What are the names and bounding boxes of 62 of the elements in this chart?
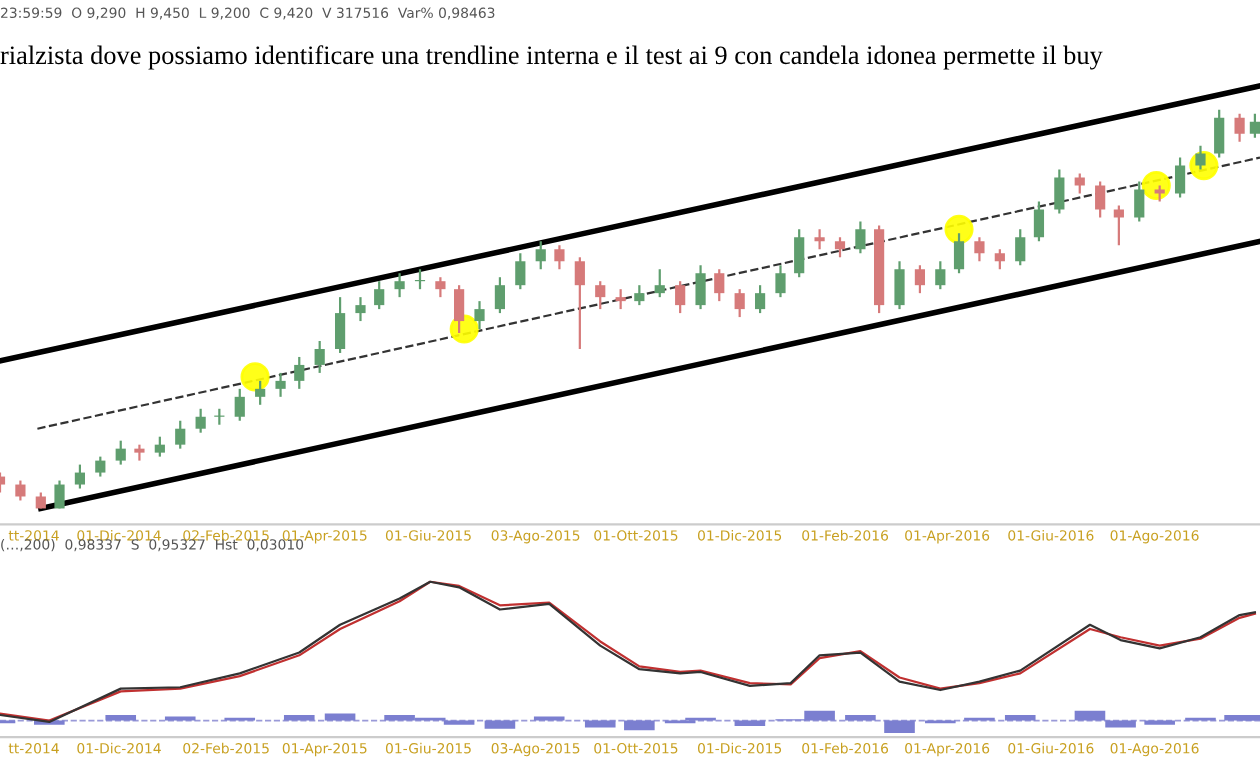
candlestick (775, 264, 786, 299)
candlestick (234, 387, 245, 422)
candlestick (474, 300, 485, 331)
candlestick (334, 296, 346, 355)
candlestick (294, 355, 305, 390)
candlestick (15, 479, 26, 502)
candlestick (714, 268, 725, 303)
candlestick (1074, 172, 1085, 195)
point (1141, 170, 1171, 201)
candlestick (1113, 204, 1124, 247)
candlestick (374, 280, 385, 311)
candlestick (154, 435, 165, 458)
candlestick (935, 260, 946, 291)
candlestick (1015, 228, 1026, 267)
candlestick (175, 419, 186, 450)
chart-title: rialzista dove possiamo identificare una trendline interna e il test ai 9 con candela idonea permette il buy (0, 45, 1103, 70)
candlestick (454, 284, 465, 335)
candlestick (134, 443, 145, 462)
candlestick (754, 284, 766, 315)
point (944, 214, 974, 244)
candlestick (515, 252, 526, 291)
candlestick (435, 276, 446, 299)
candlestick (695, 264, 706, 311)
candlestick (1249, 112, 1260, 139)
candlestick (994, 248, 1005, 271)
candlestick (355, 296, 366, 323)
candlestick (574, 256, 585, 351)
candlestick (634, 284, 645, 307)
candlestick (115, 439, 126, 466)
candlestick (1195, 144, 1206, 171)
candlestick (595, 280, 606, 311)
candlestick (654, 268, 665, 299)
candlestick (314, 339, 325, 375)
candlestick (275, 371, 286, 398)
candlestick (1054, 168, 1065, 215)
point (240, 362, 270, 392)
candlestick (794, 228, 805, 279)
candlestick (1174, 156, 1186, 199)
candlestick (1214, 108, 1225, 159)
candlestick (734, 288, 745, 319)
candlestick (914, 264, 926, 295)
candlestick (54, 479, 65, 510)
candlestick (195, 407, 206, 434)
candlestick (394, 272, 405, 299)
candlestick (1134, 180, 1145, 223)
candlestick (95, 455, 106, 478)
candlestick (615, 288, 626, 311)
candlestick (953, 232, 965, 275)
candlestick (494, 276, 506, 315)
candlestick (1033, 200, 1045, 243)
candlestick (535, 240, 546, 271)
candlestick (814, 228, 825, 251)
candlestick (255, 379, 266, 406)
candlestick (74, 463, 86, 490)
candlestick (894, 260, 905, 311)
candlestick (1234, 112, 1245, 143)
candlestick (554, 244, 565, 271)
candlestick (855, 220, 866, 255)
candlestick (834, 236, 846, 259)
candlestick (974, 236, 985, 263)
candlestick (675, 280, 686, 315)
candlestick (1095, 180, 1106, 219)
